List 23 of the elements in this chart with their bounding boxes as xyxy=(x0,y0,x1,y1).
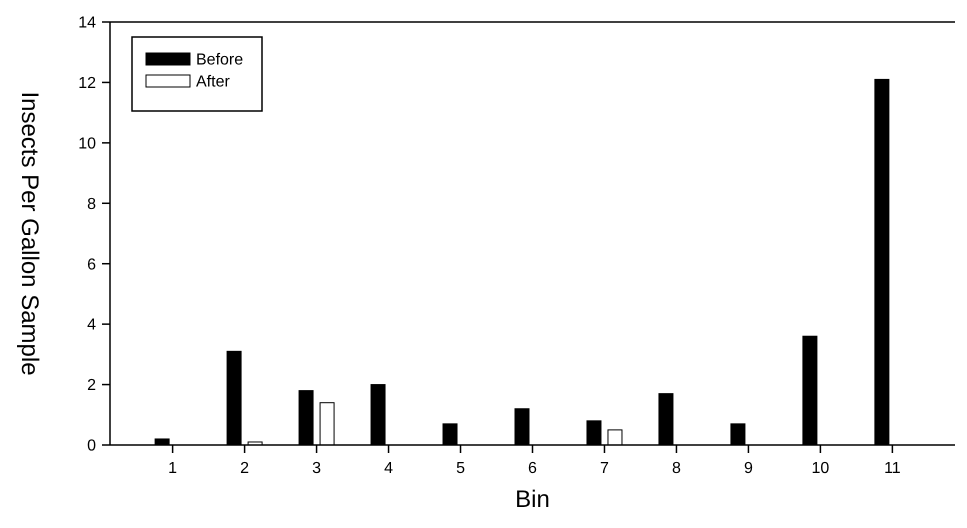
x-tick-label: 5 xyxy=(456,460,466,477)
x-tick-label: 2 xyxy=(240,460,250,477)
x-tick-label: 6 xyxy=(528,460,538,477)
x-axis-title: Bin xyxy=(515,486,550,513)
x-tick-label: 10 xyxy=(812,460,830,477)
y-tick-label: 6 xyxy=(87,256,96,274)
x-tick-label: 1 xyxy=(168,460,178,477)
y-tick-label: 8 xyxy=(87,196,96,213)
x-tick-label: 4 xyxy=(384,460,394,477)
y-tick-label: 14 xyxy=(78,14,96,32)
y-tick-label: 10 xyxy=(78,135,96,152)
y-tick-label: 4 xyxy=(87,316,96,334)
y-tick-label: 0 xyxy=(87,438,96,455)
y-axis-title: Insects Per Gallon Sample xyxy=(16,91,43,376)
y-tick-label: 2 xyxy=(87,377,96,394)
x-tick-label: 9 xyxy=(744,460,753,477)
x-tick-label: 3 xyxy=(312,460,322,477)
legend-label: After xyxy=(196,74,230,91)
y-tick-label: 12 xyxy=(78,75,96,92)
x-tick-label: 8 xyxy=(672,460,681,477)
x-tick-label: 7 xyxy=(600,460,610,477)
legend-label: Before xyxy=(196,52,244,69)
x-tick-label: 11 xyxy=(884,460,901,477)
